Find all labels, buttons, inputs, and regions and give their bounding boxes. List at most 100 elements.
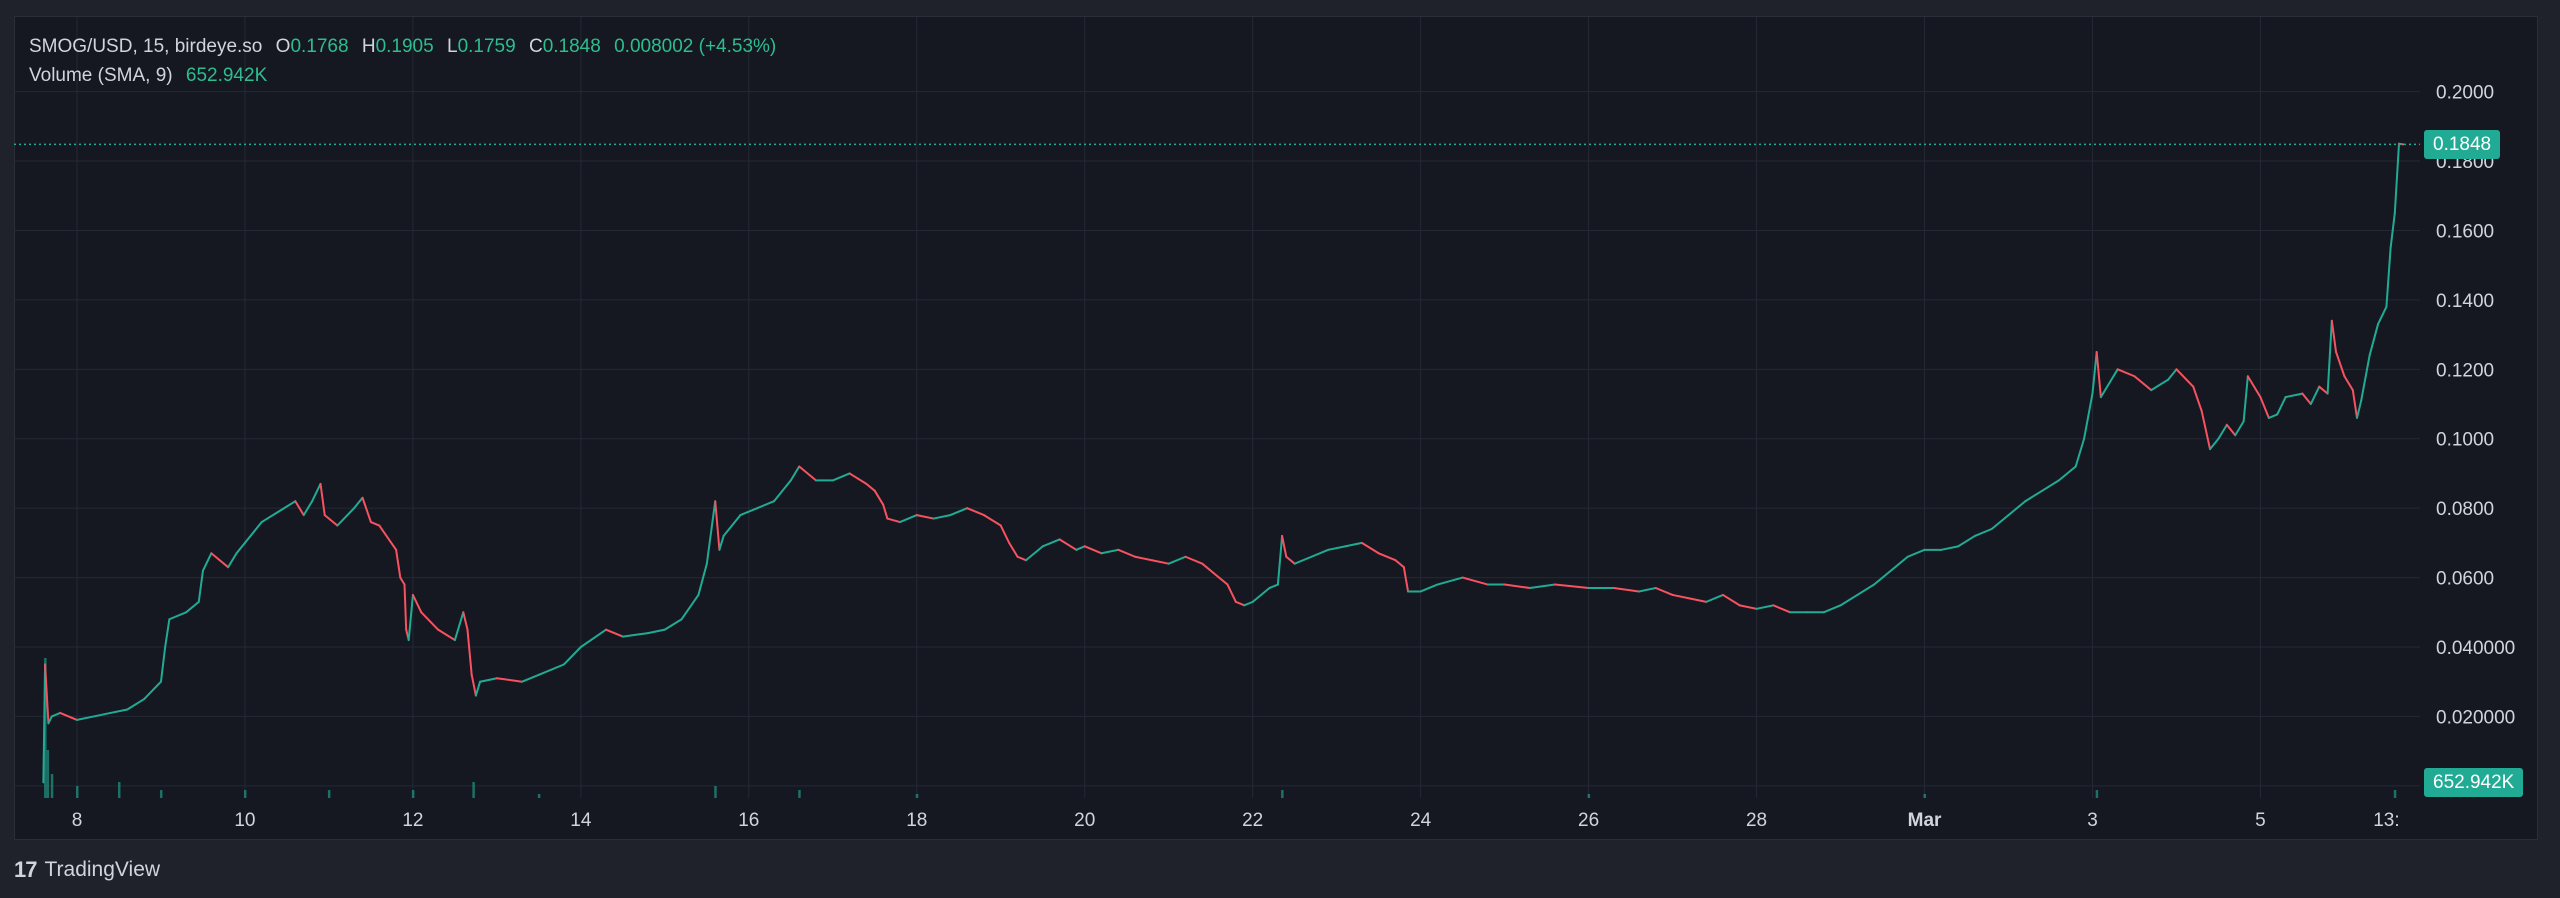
volume-bar bbox=[411, 790, 415, 798]
close-value: 0.1848 bbox=[542, 36, 601, 57]
price-segment bbox=[2326, 319, 2333, 395]
price-segment bbox=[1671, 593, 1691, 600]
price-segment bbox=[474, 680, 482, 697]
price-segment bbox=[2234, 420, 2245, 437]
price-segment bbox=[1150, 559, 1170, 565]
volume-label[interactable]: Volume (SMA, 9) bbox=[29, 65, 173, 86]
price-segment bbox=[1327, 545, 1347, 551]
price-segment bbox=[1705, 593, 1724, 603]
volume-bar bbox=[798, 790, 801, 798]
tradingview-logo-icon: 17 bbox=[14, 857, 38, 882]
price-segment bbox=[2041, 479, 2060, 492]
price-segment bbox=[2389, 212, 2396, 249]
price-segment bbox=[453, 611, 465, 642]
price-segment bbox=[663, 618, 683, 631]
tradingview-logo[interactable]: 17 TradingView bbox=[14, 853, 160, 887]
price-segment bbox=[210, 552, 221, 562]
price-segment bbox=[563, 646, 582, 666]
price-segment bbox=[294, 500, 305, 517]
price-segment bbox=[495, 677, 524, 683]
price-segment bbox=[462, 611, 469, 631]
price-segment bbox=[369, 521, 381, 527]
price-segment bbox=[2301, 392, 2312, 406]
price-segment bbox=[302, 500, 314, 517]
price-segment bbox=[323, 514, 339, 527]
price-segment bbox=[2309, 385, 2321, 406]
price-segment bbox=[361, 496, 372, 524]
price-segment bbox=[647, 628, 666, 635]
price-segment bbox=[1688, 597, 1708, 603]
price-segment bbox=[789, 465, 801, 482]
low-value: 0.1759 bbox=[457, 36, 516, 57]
price-segment bbox=[1755, 604, 1775, 610]
price-segment bbox=[537, 663, 566, 676]
price-segment bbox=[1957, 534, 1976, 548]
price-segment bbox=[1344, 541, 1363, 548]
price-segment bbox=[1637, 586, 1657, 593]
volume-bar bbox=[472, 782, 475, 798]
price-segment bbox=[2167, 368, 2178, 381]
price-segment bbox=[399, 576, 406, 586]
chart-frame[interactable] bbox=[14, 16, 2538, 840]
volume-bar bbox=[159, 790, 163, 798]
price-segment bbox=[159, 646, 167, 683]
price-segment bbox=[1419, 583, 1439, 593]
price-segment bbox=[1906, 548, 1926, 558]
x-tick-label: 13: bbox=[2373, 810, 2399, 831]
price-segment bbox=[882, 503, 889, 520]
price-segment bbox=[2083, 392, 2094, 440]
price-segment bbox=[1134, 555, 1153, 562]
y-tick-label: 0.2000 bbox=[2436, 83, 2494, 104]
price-segment bbox=[1218, 576, 1229, 586]
volume-bar bbox=[537, 794, 541, 798]
price-segment bbox=[1310, 548, 1330, 558]
price-segment bbox=[411, 593, 423, 614]
price-segment bbox=[1721, 593, 1741, 607]
price-segment bbox=[2133, 375, 2153, 392]
price-segment bbox=[1990, 514, 2010, 530]
symbol-title[interactable]: SMOG/USD, 15, birdeye.so bbox=[29, 36, 263, 57]
price-segment bbox=[168, 611, 188, 621]
price-segment bbox=[311, 482, 322, 503]
price-segment bbox=[1293, 555, 1313, 565]
y-tick-label: 0.1200 bbox=[2436, 360, 2494, 381]
y-tick-label: 0.0800 bbox=[2436, 499, 2494, 520]
price-segment bbox=[915, 514, 935, 520]
price-segment bbox=[1008, 541, 1019, 558]
price-segment bbox=[705, 500, 717, 565]
price-segment bbox=[2318, 385, 2329, 395]
price-segment bbox=[1251, 586, 1271, 603]
price-segment bbox=[1402, 566, 1410, 593]
price-segment bbox=[466, 628, 473, 676]
x-tick-label: 5 bbox=[2255, 810, 2266, 831]
price-segment bbox=[1940, 545, 1960, 551]
price-segment bbox=[420, 611, 440, 631]
price-segment bbox=[2074, 437, 2086, 468]
price-segment bbox=[2095, 350, 2102, 399]
price-segment bbox=[479, 677, 498, 683]
price-segment bbox=[1234, 600, 1246, 607]
price-segment bbox=[2246, 375, 2262, 399]
price-segment bbox=[1822, 604, 1842, 614]
last-price-badge: 0.1848 bbox=[2424, 130, 2501, 160]
price-segment bbox=[1226, 583, 1237, 603]
x-tick-label: 18 bbox=[906, 810, 927, 831]
volume-bar bbox=[1587, 794, 1591, 798]
price-segment bbox=[185, 600, 200, 614]
x-tick-label: 10 bbox=[234, 810, 255, 831]
x-tick-label: 22 bbox=[1242, 810, 1263, 831]
volume-bar bbox=[1923, 794, 1927, 798]
price-segment bbox=[2192, 385, 2203, 412]
price-segment bbox=[201, 552, 213, 572]
price-segment bbox=[1201, 562, 1221, 579]
price-segment bbox=[1973, 527, 1993, 537]
price-segment bbox=[2200, 409, 2212, 451]
price-segment bbox=[605, 628, 624, 638]
price-segment bbox=[739, 507, 759, 517]
price-segment bbox=[999, 524, 1011, 544]
volume-bar bbox=[2095, 790, 2099, 798]
y-tick-label: 0.1600 bbox=[2436, 221, 2494, 242]
price-segment bbox=[1554, 583, 1590, 589]
price-segment bbox=[336, 507, 356, 527]
